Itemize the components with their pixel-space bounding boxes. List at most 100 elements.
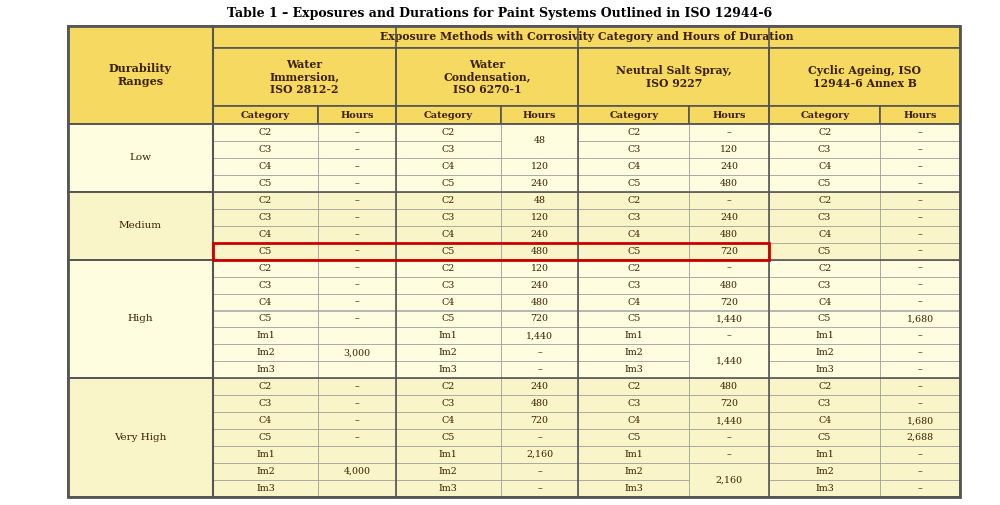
Text: –: – <box>918 450 922 459</box>
Text: C5: C5 <box>627 246 640 256</box>
Bar <box>501 463 578 480</box>
Text: 240: 240 <box>531 382 549 391</box>
Text: C2: C2 <box>818 128 831 137</box>
Text: Category: Category <box>609 111 658 120</box>
Text: C5: C5 <box>259 179 272 188</box>
Text: 720: 720 <box>720 246 738 256</box>
Bar <box>578 311 689 327</box>
Text: Im2: Im2 <box>439 467 458 476</box>
Bar <box>578 344 689 362</box>
Text: Im3: Im3 <box>624 365 643 374</box>
Text: Hours: Hours <box>712 111 746 120</box>
Text: 48: 48 <box>534 136 546 145</box>
Text: Im1: Im1 <box>624 331 643 340</box>
Bar <box>213 175 318 192</box>
Text: C2: C2 <box>818 382 831 391</box>
Bar <box>396 277 501 293</box>
Text: –: – <box>918 365 922 374</box>
Text: Neutral Salt Spray,
ISO 9227: Neutral Salt Spray, ISO 9227 <box>616 65 732 89</box>
Bar <box>578 378 689 395</box>
Bar <box>213 226 318 243</box>
Text: C4: C4 <box>627 162 640 171</box>
Bar <box>501 277 578 293</box>
Bar <box>689 260 769 277</box>
Bar <box>769 480 880 497</box>
Bar <box>396 243 501 260</box>
Bar <box>396 293 501 311</box>
Text: C4: C4 <box>818 297 831 307</box>
Bar <box>68 124 213 192</box>
Bar <box>880 362 960 378</box>
Text: C4: C4 <box>818 162 831 171</box>
Text: –: – <box>355 315 359 324</box>
Bar <box>318 226 396 243</box>
Text: 720: 720 <box>720 399 738 408</box>
Bar <box>769 48 960 106</box>
Text: C2: C2 <box>627 128 640 137</box>
Text: C5: C5 <box>259 315 272 324</box>
Bar <box>396 362 501 378</box>
Text: C4: C4 <box>442 416 455 425</box>
Text: C2: C2 <box>259 196 272 205</box>
Bar <box>689 395 769 412</box>
Text: Im1: Im1 <box>815 450 834 459</box>
Text: –: – <box>918 382 922 391</box>
Bar <box>68 378 213 497</box>
Bar <box>68 26 960 497</box>
Bar <box>318 412 396 429</box>
Bar <box>769 175 880 192</box>
Text: C4: C4 <box>259 230 272 239</box>
Bar <box>501 243 578 260</box>
Text: –: – <box>918 213 922 222</box>
Text: C2: C2 <box>442 264 455 273</box>
Bar <box>318 243 396 260</box>
Text: Hours: Hours <box>340 111 374 120</box>
Text: –: – <box>727 331 732 340</box>
Text: –: – <box>355 264 359 273</box>
Bar <box>501 293 578 311</box>
Text: C4: C4 <box>442 162 455 171</box>
Bar <box>501 158 578 175</box>
Text: –: – <box>918 264 922 273</box>
Text: Im2: Im2 <box>256 348 275 358</box>
Bar <box>213 344 318 362</box>
Text: C3: C3 <box>627 281 640 289</box>
Bar <box>213 429 318 446</box>
Bar <box>213 293 318 311</box>
Bar <box>501 412 578 429</box>
Text: 4,000: 4,000 <box>343 467 370 476</box>
Bar <box>396 175 501 192</box>
Bar <box>880 412 960 429</box>
Text: C2: C2 <box>627 196 640 205</box>
Text: –: – <box>355 416 359 425</box>
Text: C5: C5 <box>442 179 455 188</box>
Bar <box>501 446 578 463</box>
Bar <box>396 260 501 277</box>
Bar <box>501 124 578 158</box>
Bar <box>769 293 880 311</box>
Text: Im2: Im2 <box>624 467 643 476</box>
Bar <box>501 209 578 226</box>
Bar <box>396 48 578 106</box>
Text: C5: C5 <box>259 433 272 442</box>
Bar <box>213 463 318 480</box>
Bar <box>318 395 396 412</box>
Bar <box>689 243 769 260</box>
Bar <box>769 395 880 412</box>
Bar <box>880 209 960 226</box>
Text: –: – <box>355 128 359 137</box>
Text: 480: 480 <box>531 297 549 307</box>
Text: C2: C2 <box>627 382 640 391</box>
Text: –: – <box>918 145 922 154</box>
Text: C3: C3 <box>259 281 272 289</box>
Bar <box>689 209 769 226</box>
Bar <box>396 158 501 175</box>
Text: 48: 48 <box>534 196 546 205</box>
Bar <box>578 48 769 106</box>
Bar <box>578 124 689 141</box>
Bar <box>501 175 578 192</box>
Bar <box>578 327 689 344</box>
Bar <box>880 293 960 311</box>
Bar <box>318 344 396 362</box>
Text: –: – <box>355 179 359 188</box>
